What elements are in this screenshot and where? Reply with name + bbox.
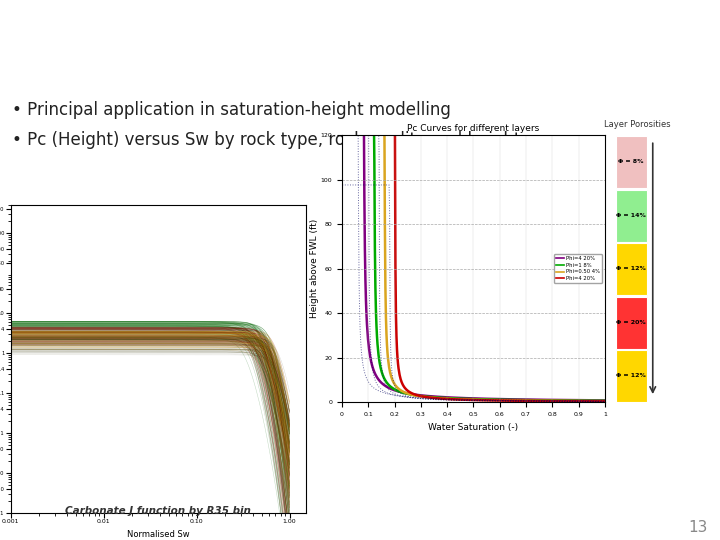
- Text: Φ = 8%: Φ = 8%: [618, 159, 644, 164]
- Legend: Phi=4 20%, Phi=1 8%, Phi=0.50 4%, Phi=4 20%: Phi=4 20%, Phi=1 8%, Phi=0.50 4%, Phi=4 …: [554, 254, 602, 283]
- X-axis label: Normalised Sw: Normalised Sw: [127, 530, 189, 539]
- Text: Φ = 12%: Φ = 12%: [616, 373, 646, 378]
- Bar: [616, 296, 647, 349]
- Text: • Pc (Height) versus Sw by rock type, rock quality and height: • Pc (Height) versus Sw by rock type, ro…: [12, 131, 521, 149]
- Bar: [616, 190, 647, 242]
- Bar: [616, 350, 647, 402]
- Text: Φ = 12%: Φ = 12%: [616, 266, 646, 271]
- Text: Carbonate J function by R35 bin: Carbonate J function by R35 bin: [66, 505, 251, 516]
- Text: Capillary pressure (drainage): Capillary pressure (drainage): [13, 28, 382, 48]
- Text: 13: 13: [688, 520, 708, 535]
- Text: • Principal application in saturation-height modelling: • Principal application in saturation-he…: [12, 101, 451, 119]
- Y-axis label: Height above FWL (ft): Height above FWL (ft): [310, 219, 319, 318]
- X-axis label: Water Saturation (-): Water Saturation (-): [428, 423, 518, 431]
- Bar: [616, 136, 647, 188]
- Text: Φ = 20%: Φ = 20%: [616, 320, 646, 325]
- Text: Layer Porosities: Layer Porosities: [604, 119, 670, 129]
- Text: Φ = 14%: Φ = 14%: [616, 213, 646, 218]
- Bar: [616, 243, 647, 295]
- Title: Pc Curves for different layers: Pc Curves for different layers: [408, 124, 539, 133]
